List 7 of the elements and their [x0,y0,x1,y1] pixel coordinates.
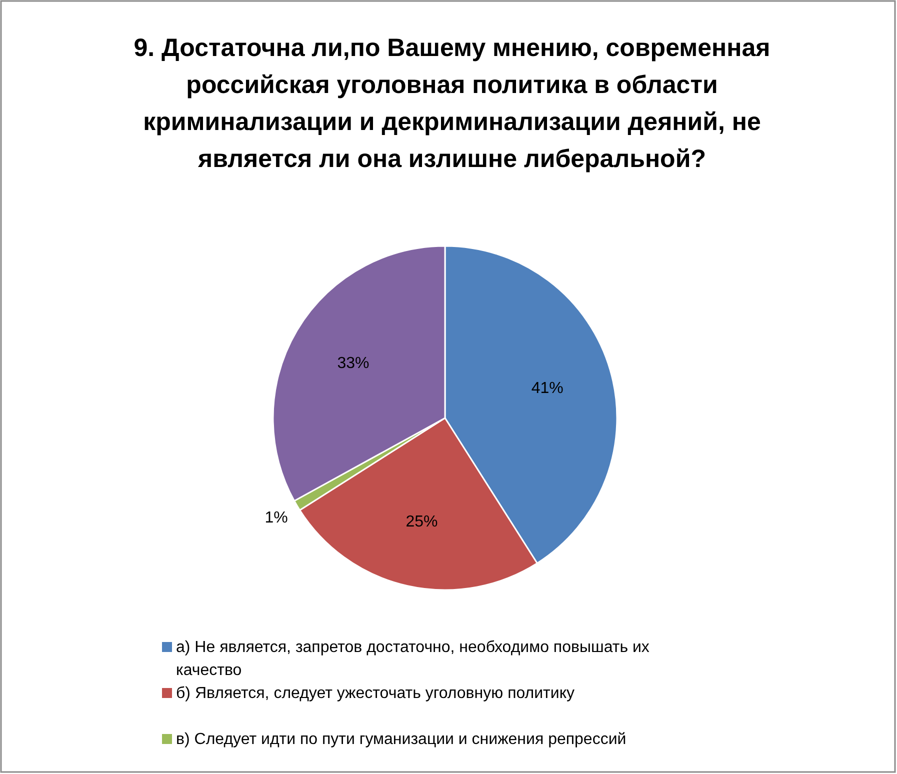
data-label: 1% [264,509,288,526]
data-label: 25% [406,514,438,531]
legend-label: в) Следует идти по пути гуманизации и снижения репрессий [176,730,626,748]
chart-title: 9. Достаточна ли,по Вашему мнению, современная российская уголовная политика в области криминализации и декриминализации деяний, не является ли она излишне либеральной? [134,34,770,173]
legend-label: б) Является, следует ужесточать уголовную политику [176,684,574,702]
data-label: 33% [337,355,370,372]
data-label: 41% [531,380,564,397]
